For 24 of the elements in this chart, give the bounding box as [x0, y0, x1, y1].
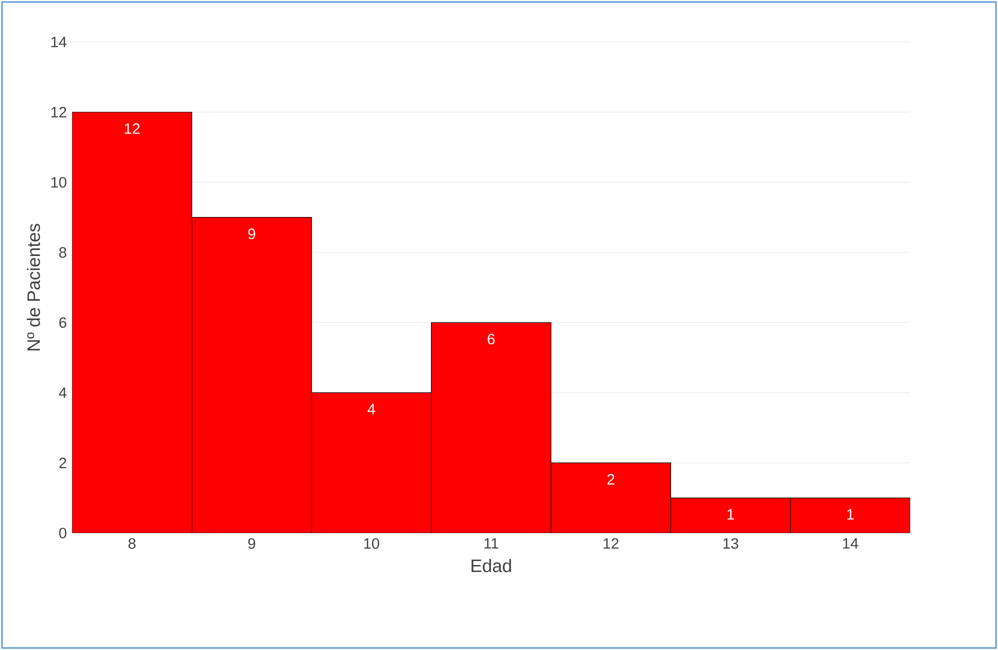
data-label: 1	[728, 509, 734, 520]
x-tick-label: 13	[723, 538, 738, 549]
y-tick-label: 0	[59, 528, 66, 538]
data-label: 1	[847, 509, 854, 520]
data-label: 12	[124, 123, 140, 134]
y-axis-title: Nº de Pacientes	[26, 224, 40, 350]
y-tick-label: 6	[59, 317, 66, 328]
data-label: 4	[368, 404, 376, 414]
data-label: 2	[607, 474, 614, 485]
x-tick-label: 8	[128, 538, 136, 549]
y-tick-label: 8	[59, 247, 66, 258]
y-tick-label: 10	[51, 176, 66, 188]
data-label: 9	[248, 228, 256, 240]
x-axis-title: Edad	[472, 559, 511, 572]
y-tick-label: 4	[58, 388, 67, 398]
y-tick-label: 14	[51, 36, 67, 48]
data-label: 6	[488, 334, 495, 344]
x-tick-label: 9	[248, 538, 256, 549]
x-tick-label: 10	[364, 538, 380, 549]
y-tick-label: 2	[59, 458, 66, 468]
y-tick-label: 12	[51, 106, 66, 118]
x-tick-label: 14	[843, 538, 858, 549]
x-tick-label: 12	[604, 538, 618, 549]
x-tick-label: 11	[484, 538, 498, 549]
